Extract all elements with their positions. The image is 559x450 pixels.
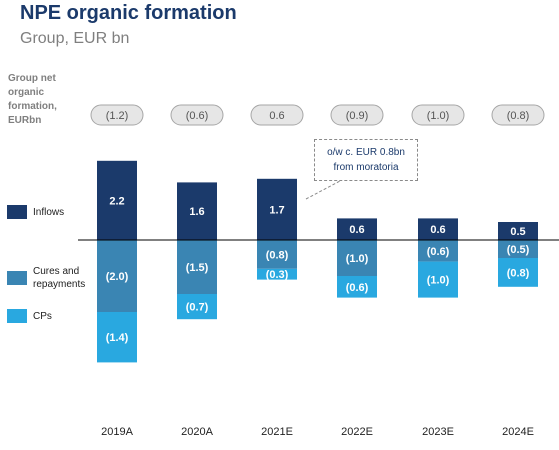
bar-cps-2022E <box>337 276 377 298</box>
bar-cps-2021E <box>257 268 297 280</box>
net-formation-pill-2021E <box>250 104 304 126</box>
bar-label-cps-2024E: (0.8) <box>507 267 530 279</box>
bar-label-inflows-2023E: 0.6 <box>430 224 445 236</box>
bar-label-inflows-2022E: 0.6 <box>349 224 364 236</box>
net-formation-label: Group net organic formation, EURbn <box>8 73 57 126</box>
bar-label-inflows-2024E: 0.5 <box>510 226 525 238</box>
bar-label-cures-and-repayments-2024E: (0.5) <box>507 244 530 256</box>
net-formation-value-2023E: (1.0) <box>427 110 450 122</box>
bar-label-cures-and-repayments-2022E: (1.0) <box>346 253 369 265</box>
chart-title: NPE organic formation <box>20 2 237 24</box>
x-tick-label-2023E: 2023E <box>422 426 454 438</box>
bar-cures-and-repayments-2022E <box>337 240 377 276</box>
net-formation-value-2020A: (0.6) <box>186 110 209 122</box>
x-tick-label-2022E: 2022E <box>341 426 373 438</box>
legend-item-cures: Cures and repayments <box>7 265 113 291</box>
bar-cps-2023E <box>418 261 458 298</box>
bar-label-inflows-2020A: 1.6 <box>189 206 204 218</box>
chart-subtitle: Group, EUR bn <box>20 30 130 47</box>
bar-label-cps-2021E: (0.3) <box>266 269 289 281</box>
x-tick-label-2021E: 2021E <box>261 426 293 438</box>
callout-line-2: from moratoria <box>333 162 399 173</box>
net-formation-pill-2023E <box>411 104 465 126</box>
net-formation-pill-2022E <box>330 104 384 126</box>
bar-label-cps-2020A: (0.7) <box>186 302 209 314</box>
bar-label-inflows-2019A: 2.2 <box>109 195 124 207</box>
net-formation-value-2024E: (0.8) <box>507 110 530 122</box>
bar-inflows-2024E <box>498 222 538 240</box>
moratoria-callout: o/w c. EUR 0.8bn from moratoria <box>314 139 418 181</box>
x-tick-label-2020A: 2020A <box>181 426 213 438</box>
bar-inflows-2023E <box>418 218 458 240</box>
legend-item-cps: CPs <box>7 309 52 323</box>
legend-label-cps: CPs <box>33 310 52 322</box>
legend-label-cures: Cures and repayments <box>33 266 86 290</box>
callout-line-1: o/w c. EUR 0.8bn <box>327 147 405 158</box>
bar-cures-and-repayments-2019A <box>97 240 137 312</box>
x-tick-label-2019A: 2019A <box>101 426 133 438</box>
bar-label-cps-2019A: (1.4) <box>106 332 129 344</box>
legend-label-inflows: Inflows <box>33 206 65 218</box>
callout-connector <box>305 180 341 200</box>
legend-swatch-cps <box>7 309 27 323</box>
legend-item-inflows: Inflows <box>7 205 64 219</box>
net-formation-value-2021E: 0.6 <box>269 110 284 122</box>
net-formation-value-2022E: (0.9) <box>346 110 369 122</box>
net-formation-pill-2019A <box>90 104 144 126</box>
bar-cps-2024E <box>498 258 538 287</box>
legend-swatch-inflows <box>7 205 27 219</box>
bar-inflows-2022E <box>337 218 377 240</box>
bar-inflows-2020A <box>177 182 217 240</box>
bar-label-cps-2022E: (0.6) <box>346 282 369 294</box>
bar-label-cures-and-repayments-2019A: (2.0) <box>106 271 129 283</box>
bar-cures-and-repayments-2023E <box>418 240 458 262</box>
x-tick-label-2024E: 2024E <box>502 426 534 438</box>
bar-label-cures-and-repayments-2023E: (0.6) <box>427 246 450 258</box>
bar-cures-and-repayments-2021E <box>257 240 297 269</box>
bar-inflows-2021E <box>257 178 297 240</box>
bar-inflows-2019A <box>97 160 137 240</box>
net-formation-pill-2024E <box>491 104 545 126</box>
bar-label-inflows-2021E: 1.7 <box>269 204 284 216</box>
bar-label-cures-and-repayments-2020A: (1.5) <box>186 262 209 274</box>
bar-cures-and-repayments-2024E <box>498 240 538 258</box>
bar-cps-2020A <box>177 294 217 320</box>
bar-cps-2019A <box>97 312 137 363</box>
legend-swatch-cures <box>7 271 27 285</box>
bar-cures-and-repayments-2020A <box>177 240 217 294</box>
net-formation-pill-2020A <box>170 104 224 126</box>
net-formation-value-2019A: (1.2) <box>106 110 129 122</box>
bar-label-cps-2023E: (1.0) <box>427 275 450 287</box>
bar-label-cures-and-repayments-2021E: (0.8) <box>266 249 289 261</box>
